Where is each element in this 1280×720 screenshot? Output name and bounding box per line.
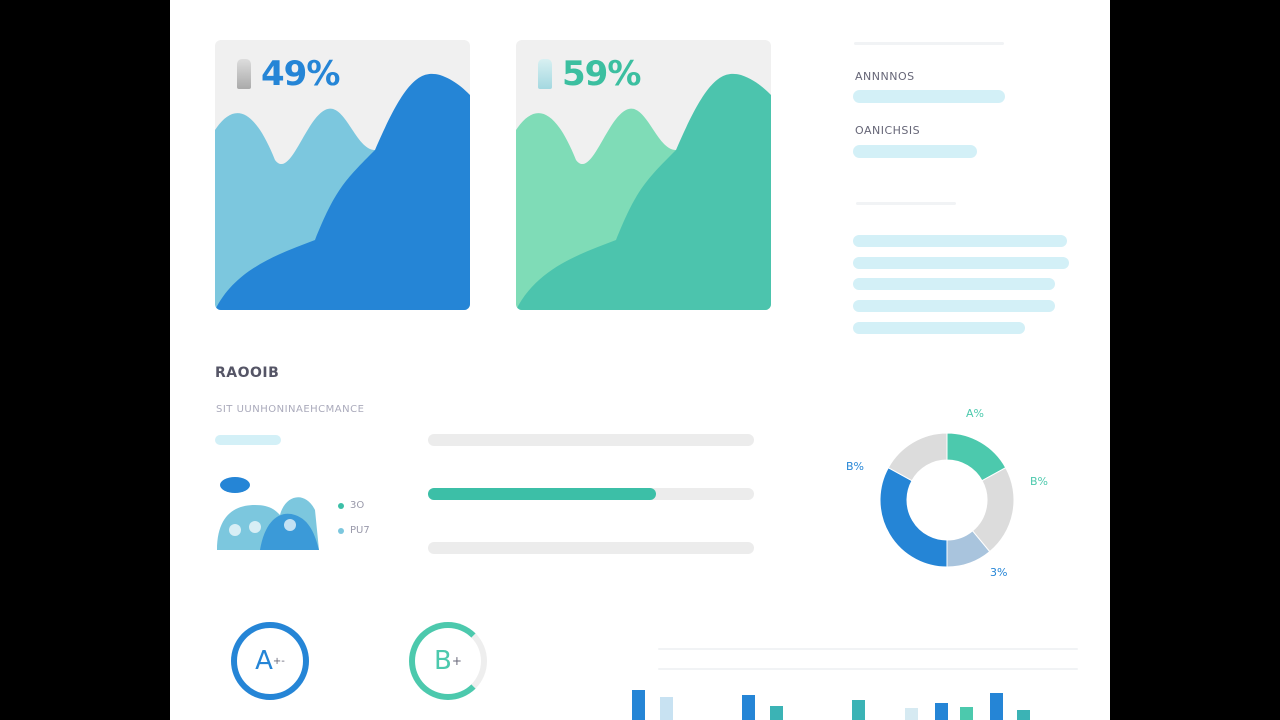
section-subtitle: SIT UUNHONINAEHCMANCE	[216, 404, 365, 415]
legend-item: 3O	[338, 500, 364, 511]
side-label-1: ANNNNOS	[855, 70, 915, 83]
donut-label: 3%	[990, 566, 1008, 579]
bar	[990, 693, 1003, 720]
donut-chart	[879, 432, 1015, 568]
battery-icon	[237, 59, 251, 89]
area-chart-2	[516, 73, 771, 310]
gridline	[658, 668, 1078, 670]
grade-letter: A	[255, 646, 273, 676]
section-title: RAOOIB	[215, 365, 280, 381]
text-line	[853, 300, 1055, 312]
kpi-card-1[interactable]: 49%	[215, 40, 470, 310]
kpi-card-2[interactable]: 59%	[516, 40, 771, 310]
area-chart-1	[215, 73, 470, 310]
bar	[660, 697, 673, 720]
progress-fill	[428, 488, 657, 500]
bar	[632, 690, 645, 720]
progress-bar-1	[428, 434, 754, 446]
side-bar-1	[853, 90, 1005, 103]
grade-suffix: +	[451, 654, 462, 668]
text-line	[853, 322, 1025, 334]
bar	[852, 700, 865, 720]
legend-dot	[338, 527, 344, 534]
donut-segment	[887, 432, 948, 482]
kpi-value: 49%	[237, 54, 340, 94]
kpi-text: 59%	[562, 54, 641, 94]
divider	[856, 202, 956, 205]
gridline	[658, 648, 1078, 650]
text-line	[853, 235, 1067, 247]
grade-badge-b: B +	[409, 622, 487, 700]
side-label-2: OANICHSIS	[855, 124, 921, 137]
bar	[1017, 710, 1030, 720]
legend-label: 3O	[350, 500, 365, 511]
donut-label: B%	[846, 460, 864, 473]
text-line	[853, 278, 1055, 290]
bar	[742, 695, 755, 720]
donut-segment	[879, 467, 948, 568]
grade-letter: B	[434, 646, 452, 676]
bar-chart	[625, 640, 1045, 720]
donut-label: A%	[966, 407, 984, 420]
grade-badge-a: A +-	[231, 622, 309, 700]
text-line	[853, 257, 1069, 269]
kpi-value: 59%	[538, 54, 641, 94]
legend-label: PU7	[350, 525, 370, 536]
people-illustration	[217, 477, 319, 550]
divider	[854, 42, 1004, 45]
battery-icon	[538, 59, 552, 89]
progress-bar-2	[428, 488, 754, 500]
bar	[960, 707, 973, 720]
progress-bar-3	[428, 542, 754, 554]
kpi-text: 49%	[261, 54, 340, 94]
bar	[770, 706, 783, 720]
placeholder-bar	[215, 435, 281, 445]
grade-suffix: +-	[272, 655, 285, 667]
dashboard-panel: 49% 59% ANNNNOS OANICHSIS RAOOIB SIT UUN…	[170, 0, 1110, 720]
legend-item: PU7	[338, 525, 370, 536]
donut-label: B%	[1030, 475, 1048, 488]
legend-dot	[338, 502, 344, 509]
bar	[905, 708, 918, 720]
bar	[935, 703, 948, 720]
side-bar-2	[853, 145, 977, 158]
